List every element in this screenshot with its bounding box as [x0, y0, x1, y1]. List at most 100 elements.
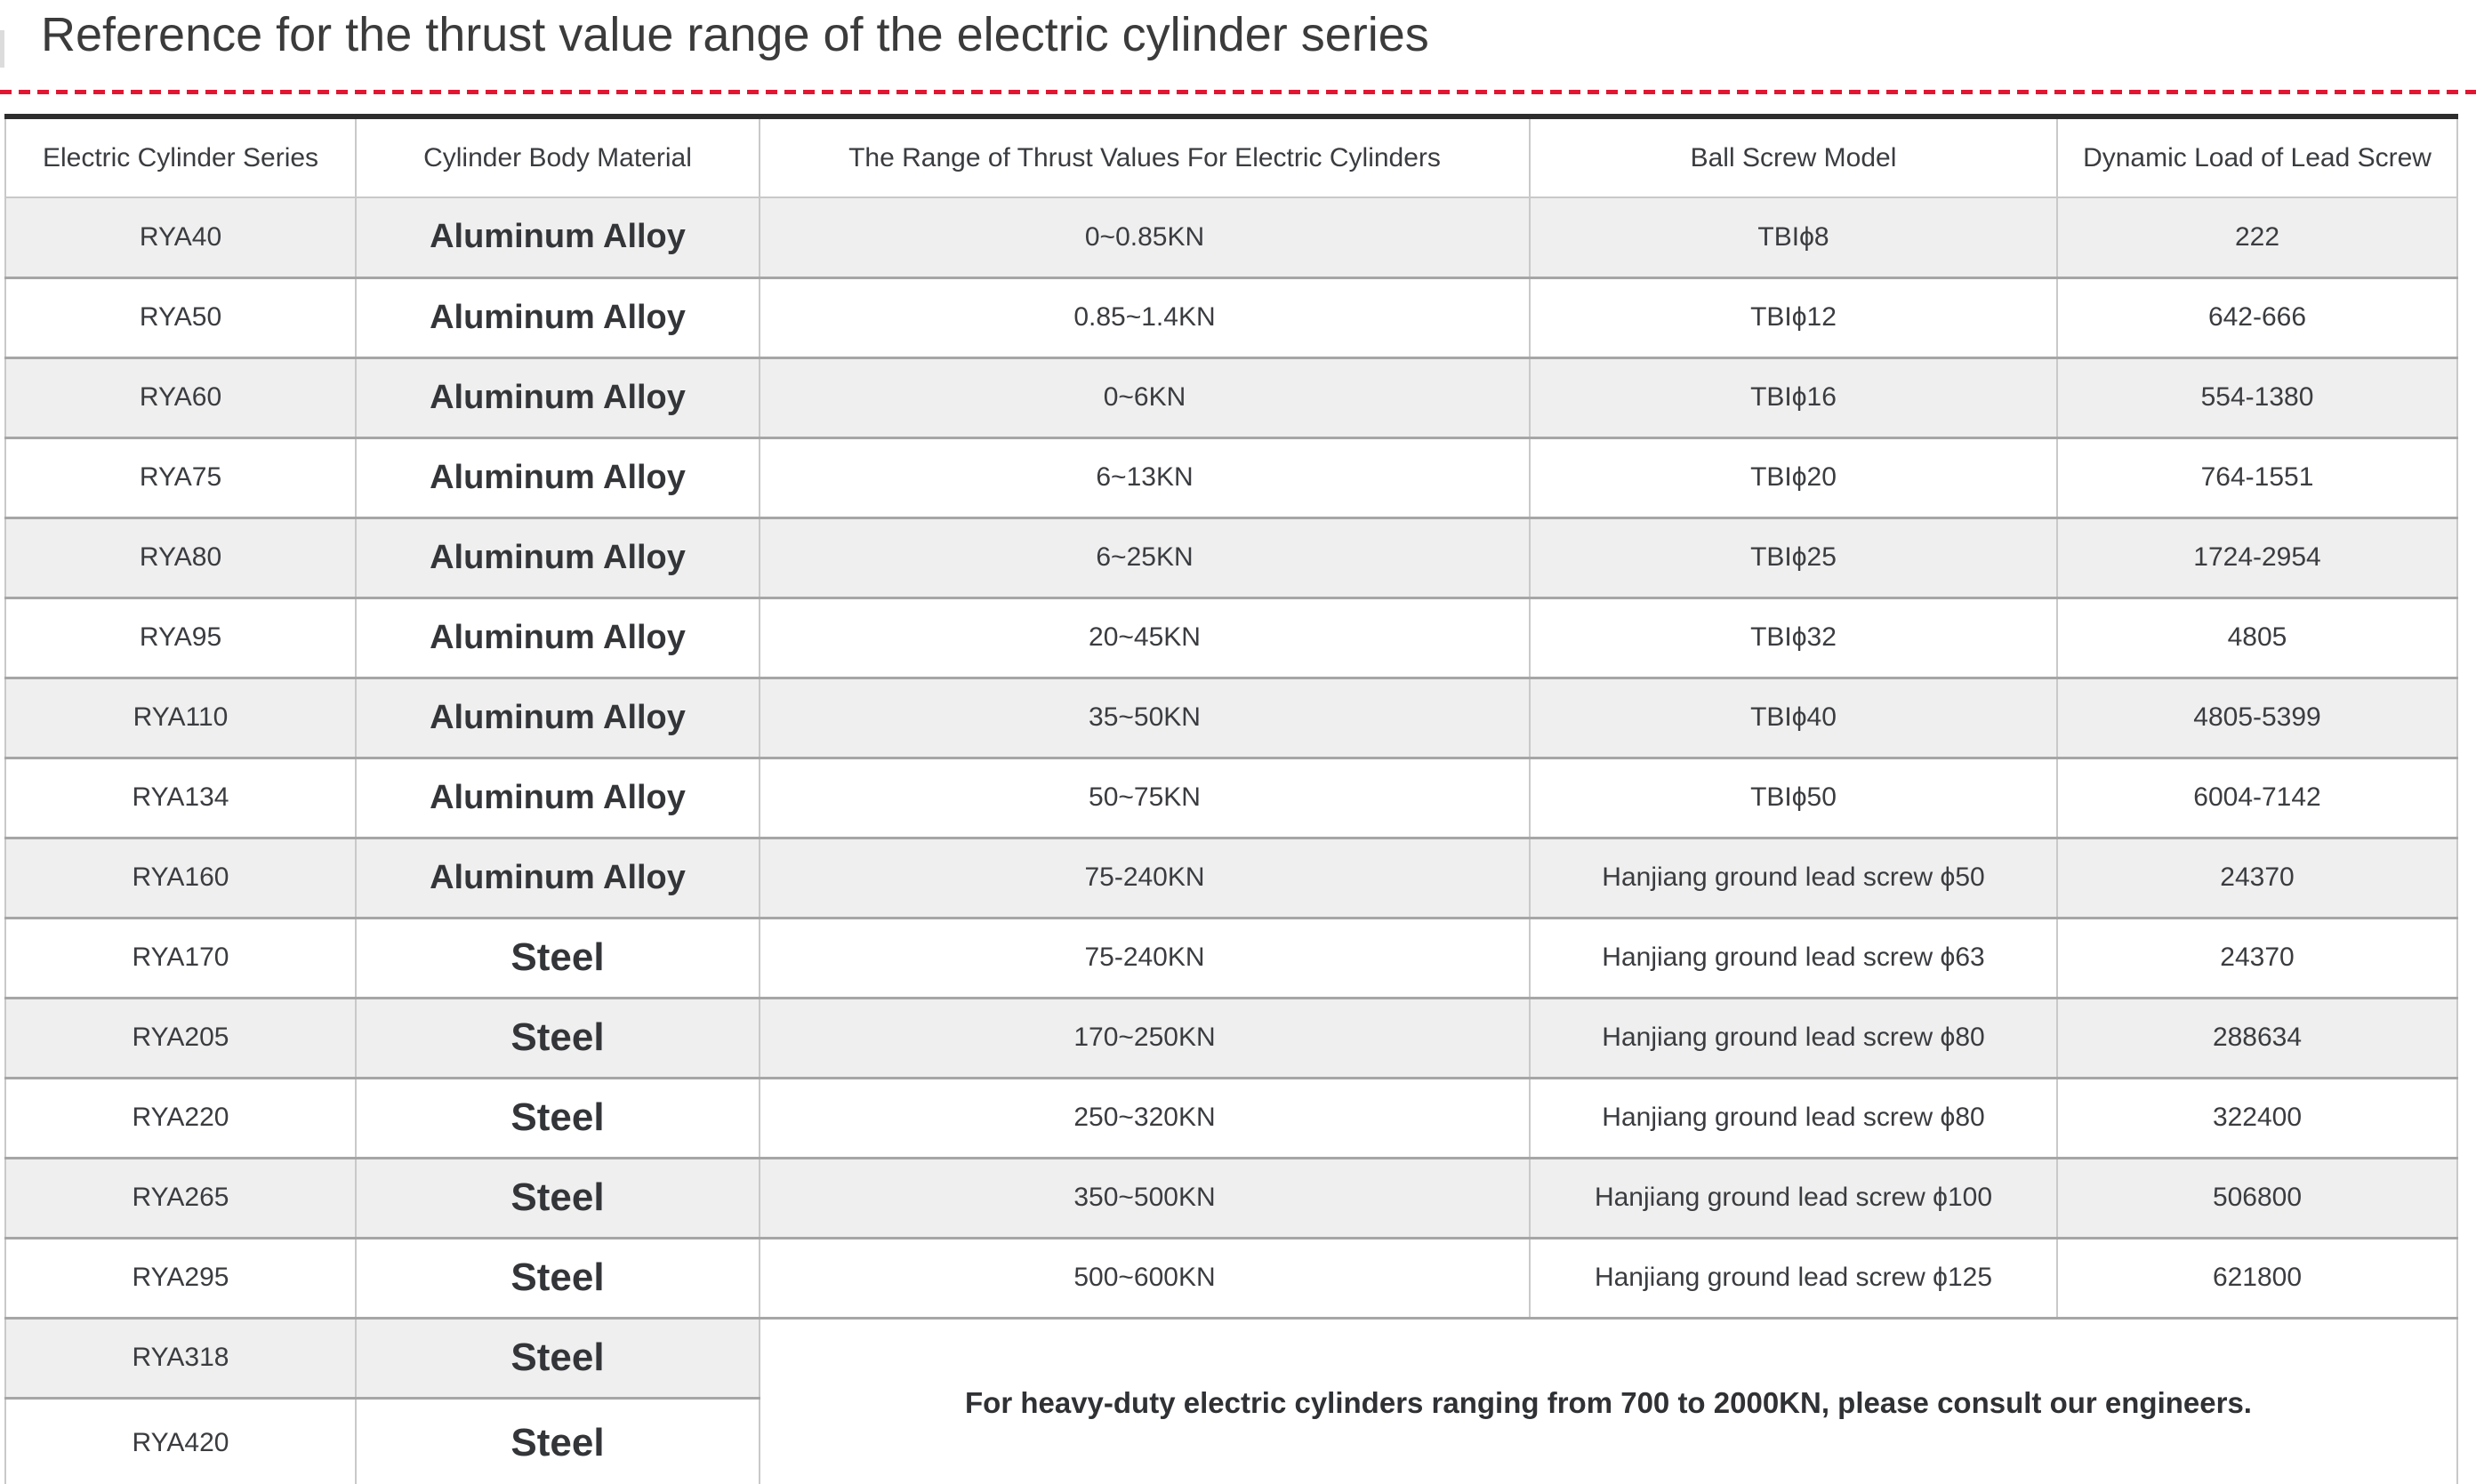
table-row: RYA220 Steel 250~320KN Hanjiang ground l…: [4, 1076, 2458, 1158]
material-cell: Steel: [355, 1156, 760, 1238]
table-row: RYA75 Aluminum Alloy 6~13KN TBIϕ20 764-1…: [4, 436, 2458, 517]
material-cell: Steel: [355, 996, 760, 1078]
dynamic-load-cell: 222: [2056, 197, 2458, 277]
thrust-cell: 170~250KN: [759, 996, 1531, 1078]
series-cell: RYA134: [4, 756, 357, 838]
table-row: RYA160 Aluminum Alloy 75-240KN Hanjiang …: [4, 836, 2458, 918]
thrust-cell: 35~50KN: [759, 676, 1531, 758]
material-cell: Aluminum Alloy: [355, 356, 760, 437]
material-cell: Aluminum Alloy: [355, 276, 760, 357]
table-row: RYA110 Aluminum Alloy 35~50KN TBIϕ40 480…: [4, 676, 2458, 758]
ball-screw-cell: Hanjiang ground lead screw ϕ80: [1529, 1076, 2058, 1158]
table-row: RYA170 Steel 75-240KN Hanjiang ground le…: [4, 916, 2458, 998]
material-cell: Steel: [355, 1076, 760, 1158]
series-cell: RYA220: [4, 1076, 357, 1158]
series-cell: RYA295: [4, 1236, 357, 1318]
ball-screw-cell: Hanjiang ground lead screw ϕ80: [1529, 996, 2058, 1078]
ball-screw-cell: TBIϕ20: [1529, 436, 2058, 517]
table-row: RYA420 Steel: [4, 1396, 2457, 1484]
ball-screw-cell: TBIϕ25: [1529, 516, 2058, 598]
table-row: RYA60 Aluminum Alloy 0~6KN TBIϕ16 554-13…: [4, 356, 2458, 437]
thrust-cell: 0~0.85KN: [759, 197, 1531, 277]
thrust-cell: 75-240KN: [759, 916, 1531, 998]
series-cell: RYA205: [4, 996, 357, 1078]
thrust-cell: 500~600KN: [759, 1236, 1531, 1318]
column-header-series: Electric Cylinder Series: [4, 114, 357, 198]
series-cell: RYA110: [4, 676, 357, 758]
table-row: RYA50 Aluminum Alloy 0.85~1.4KN TBIϕ12 6…: [4, 276, 2458, 357]
thrust-cell: 350~500KN: [759, 1156, 1531, 1238]
dynamic-load-cell: 621800: [2056, 1236, 2458, 1318]
ball-screw-cell: Hanjiang ground lead screw ϕ125: [1529, 1236, 2058, 1318]
dynamic-load-cell: 1724-2954: [2056, 516, 2458, 598]
ball-screw-cell: Hanjiang ground lead screw ϕ50: [1529, 836, 2058, 918]
left-edge-artifact: [0, 30, 4, 68]
material-cell: Steel: [355, 1316, 760, 1398]
ball-screw-cell: TBIϕ16: [1529, 356, 2058, 437]
series-cell: RYA160: [4, 836, 357, 918]
column-header-material: Cylinder Body Material: [355, 114, 760, 198]
thrust-cell: 0~6KN: [759, 356, 1531, 437]
ball-screw-cell: TBIϕ40: [1529, 676, 2058, 758]
ball-screw-cell: TBIϕ12: [1529, 276, 2058, 357]
dynamic-load-cell: 764-1551: [2056, 436, 2458, 517]
thrust-cell: 20~45KN: [759, 596, 1531, 678]
ball-screw-cell: Hanjiang ground lead screw ϕ100: [1529, 1156, 2058, 1238]
thrust-reference-table: Electric Cylinder Series Cylinder Body M…: [4, 114, 2458, 1484]
material-cell: Steel: [355, 916, 760, 998]
material-cell: Aluminum Alloy: [355, 756, 760, 838]
dynamic-load-cell: 4805: [2056, 596, 2458, 678]
table-row: RYA295 Steel 500~600KN Hanjiang ground l…: [4, 1236, 2458, 1318]
series-cell: RYA50: [4, 276, 357, 357]
ball-screw-cell: TBIϕ32: [1529, 596, 2058, 678]
heavy-duty-note: For heavy-duty electric cylinders rangin…: [759, 1316, 2458, 1484]
series-cell: RYA420: [4, 1396, 357, 1484]
table-row: RYA134 Aluminum Alloy 50~75KN TBIϕ50 600…: [4, 756, 2458, 838]
dynamic-load-cell: 24370: [2056, 916, 2458, 998]
thrust-cell: 75-240KN: [759, 836, 1531, 918]
ball-screw-cell: TBIϕ50: [1529, 756, 2058, 838]
dynamic-load-cell: 554-1380: [2056, 356, 2458, 437]
dashed-divider: [0, 90, 2476, 94]
material-cell: Aluminum Alloy: [355, 197, 760, 277]
material-cell: Aluminum Alloy: [355, 436, 760, 517]
table-row: RYA40 Aluminum Alloy 0~0.85KN TBIϕ8 222: [4, 197, 2458, 277]
dynamic-load-cell: 288634: [2056, 996, 2458, 1078]
material-cell: Steel: [355, 1236, 760, 1318]
dynamic-load-cell: 506800: [2056, 1156, 2458, 1238]
series-cell: RYA60: [4, 356, 357, 437]
material-cell: Steel: [355, 1396, 760, 1484]
series-cell: RYA170: [4, 916, 357, 998]
series-cell: RYA40: [4, 197, 357, 277]
thrust-cell: 6~25KN: [759, 516, 1531, 598]
series-cell: RYA318: [4, 1316, 357, 1398]
column-header-dynamic-load: Dynamic Load of Lead Screw: [2056, 114, 2458, 198]
ball-screw-cell: Hanjiang ground lead screw ϕ63: [1529, 916, 2058, 998]
page-title: Reference for the thrust value range of …: [41, 8, 1429, 61]
column-header-ball-screw: Ball Screw Model: [1529, 114, 2058, 198]
material-cell: Aluminum Alloy: [355, 836, 760, 918]
thrust-cell: 6~13KN: [759, 436, 1531, 517]
material-cell: Aluminum Alloy: [355, 676, 760, 758]
material-cell: Aluminum Alloy: [355, 516, 760, 598]
series-cell: RYA75: [4, 436, 357, 517]
dynamic-load-cell: 4805-5399: [2056, 676, 2458, 758]
column-header-thrust-range: The Range of Thrust Values For Electric …: [759, 114, 1531, 198]
table-row: RYA95 Aluminum Alloy 20~45KN TBIϕ32 4805: [4, 596, 2458, 678]
table-row: RYA318 Steel For heavy-duty electric cyl…: [4, 1316, 2458, 1484]
table-row: RYA80 Aluminum Alloy 6~25KN TBIϕ25 1724-…: [4, 516, 2458, 598]
header-row: Electric Cylinder Series Cylinder Body M…: [4, 114, 2458, 198]
thrust-cell: 0.85~1.4KN: [759, 276, 1531, 357]
series-cell: RYA265: [4, 1156, 357, 1238]
series-cell: RYA80: [4, 516, 357, 598]
material-cell: Aluminum Alloy: [355, 596, 760, 678]
table-row: RYA265 Steel 350~500KN Hanjiang ground l…: [4, 1156, 2458, 1238]
dynamic-load-cell: 322400: [2056, 1076, 2458, 1158]
ball-screw-cell: TBIϕ8: [1529, 197, 2058, 277]
dynamic-load-cell: 6004-7142: [2056, 756, 2458, 838]
dynamic-load-cell: 24370: [2056, 836, 2458, 918]
table-row: RYA205 Steel 170~250KN Hanjiang ground l…: [4, 996, 2458, 1078]
thrust-cell: 250~320KN: [759, 1076, 1531, 1158]
series-cell: RYA95: [4, 596, 357, 678]
